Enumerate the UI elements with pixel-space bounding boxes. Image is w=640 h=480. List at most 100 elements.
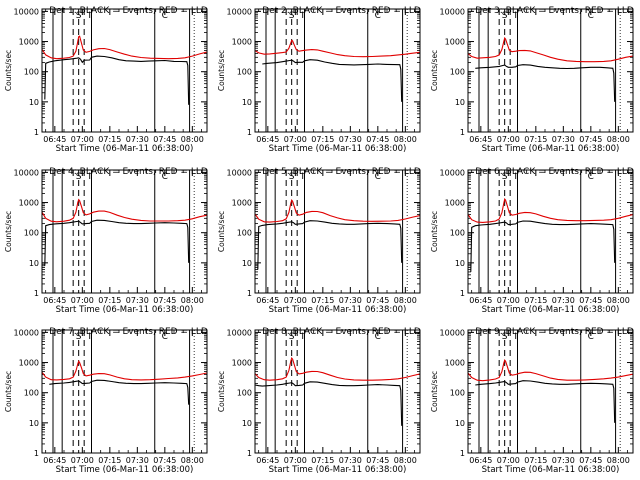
series-line-lld	[468, 359, 633, 382]
x-tick-label: 07:00	[284, 135, 307, 144]
plot-frame	[41, 169, 208, 294]
panel-det-5: Det 5: BLACK = Events, RED = LLDCounts/s…	[217, 167, 421, 315]
series-group	[42, 198, 207, 266]
plot-frame	[467, 169, 634, 294]
y-tick-label: 1	[247, 128, 252, 137]
interval-marker-i: I	[88, 332, 91, 342]
x-tick-label: 08:00	[607, 135, 630, 144]
x-axis-title: Start Time (06-Mar-11 06:38:00)	[482, 305, 620, 315]
panel-det-1: Det 1: BLACK = Events, RED = LLDCounts/s…	[4, 6, 208, 154]
interval-marker-s: S	[76, 11, 82, 21]
y-tick-label: 10	[455, 98, 465, 107]
y-axis-label: Counts/sec	[4, 211, 13, 252]
panel-det-6: Det 6: BLACK = Events, RED = LLDCounts/s…	[430, 167, 634, 315]
x-tick-label: 07:15	[524, 296, 547, 305]
y-tick-label: 10	[455, 259, 465, 268]
x-axis-title: Start Time (06-Mar-11 06:38:00)	[269, 144, 407, 154]
x-tick-label: 06:45	[43, 456, 66, 465]
y-tick-label: 10000	[14, 7, 39, 16]
y-tick-label: 1000	[445, 38, 465, 47]
x-axis-title: Start Time (06-Mar-11 06:38:00)	[269, 305, 407, 315]
y-axis-label: Counts/sec	[4, 50, 13, 91]
y-tick-label: 100	[450, 389, 465, 398]
panel-det-7: Det 7: BLACK = Events, RED = LLDCounts/s…	[4, 327, 208, 475]
x-tick-label: 07:45	[366, 296, 389, 305]
interval-marker-s: S	[76, 172, 82, 182]
x-axis-title: Start Time (06-Mar-11 06:38:00)	[56, 144, 194, 154]
series-line-lld	[468, 36, 633, 63]
series-group	[468, 197, 633, 272]
interval-marker-s: S	[502, 332, 508, 342]
y-tick-label: 100	[237, 229, 252, 238]
interval-marker-i: I	[88, 11, 91, 21]
y-tick-label: 1	[34, 289, 39, 298]
interval-marker-s: S	[502, 11, 508, 21]
interval-marker-i: I	[514, 172, 517, 182]
y-tick-label: 1	[460, 128, 465, 137]
interval-marker-i: I	[514, 11, 517, 21]
x-tick-label: 07:45	[579, 296, 602, 305]
y-tick-label: 100	[237, 389, 252, 398]
x-tick-label: 08:00	[394, 296, 417, 305]
y-tick-label: 1000	[19, 199, 39, 208]
x-tick-label: 07:15	[524, 456, 547, 465]
y-tick-label: 1000	[445, 199, 465, 208]
series-group	[468, 36, 633, 102]
series-group	[255, 39, 420, 102]
x-tick-label: 08:00	[181, 135, 204, 144]
series-line-events	[44, 219, 190, 266]
interval-marker-c: C	[162, 332, 168, 342]
plot-frame	[254, 169, 421, 294]
y-tick-label: 10	[29, 98, 39, 107]
series-line-events	[262, 59, 403, 102]
x-tick-label: 07:30	[552, 296, 575, 305]
interval-marker-i: I	[514, 332, 517, 342]
x-tick-label: 07:30	[339, 135, 362, 144]
y-axis-label: Counts/sec	[217, 50, 226, 91]
y-axis-label: Counts/sec	[430, 211, 439, 252]
interval-marker-s: S	[289, 332, 295, 342]
series-line-lld	[468, 197, 633, 223]
interval-marker-s: S	[76, 332, 82, 342]
y-tick-label: 1	[247, 289, 252, 298]
y-tick-label: 1000	[445, 359, 465, 368]
plot-frame	[467, 8, 634, 133]
x-tick-label: 07:30	[339, 296, 362, 305]
y-tick-label: 10	[29, 419, 39, 428]
y-tick-label: 10	[29, 259, 39, 268]
x-tick-label: 07:15	[311, 296, 334, 305]
x-tick-label: 07:00	[284, 456, 307, 465]
interval-marker-c: C	[588, 11, 594, 21]
x-tick-label: 07:00	[497, 296, 520, 305]
x-axis-title: Start Time (06-Mar-11 06:38:00)	[482, 465, 620, 475]
interval-marker-c: C	[375, 11, 381, 21]
x-tick-label: 07:30	[339, 456, 362, 465]
interval-marker-c: C	[375, 332, 381, 342]
interval-marker-c: C	[588, 332, 594, 342]
interval-marker-s: S	[289, 172, 295, 182]
panel-det-2: Det 2: BLACK = Events, RED = LLDCounts/s…	[217, 6, 421, 154]
y-tick-label: 1	[247, 449, 252, 458]
series-group	[255, 356, 420, 426]
x-tick-label: 07:15	[98, 296, 121, 305]
panel-det-8: Det 8: BLACK = Events, RED = LLDCounts/s…	[217, 327, 421, 475]
y-tick-label: 1000	[232, 359, 252, 368]
y-tick-label: 100	[450, 68, 465, 77]
series-group	[42, 35, 207, 105]
series-line-events	[475, 64, 616, 102]
x-tick-label: 07:45	[153, 456, 176, 465]
x-tick-label: 06:45	[469, 135, 492, 144]
x-tick-label: 07:00	[284, 296, 307, 305]
x-tick-label: 07:00	[71, 296, 94, 305]
y-axis-label: Counts/sec	[4, 371, 13, 412]
x-tick-label: 06:45	[469, 296, 492, 305]
y-tick-label: 1	[460, 449, 465, 458]
y-tick-label: 10	[455, 419, 465, 428]
y-tick-label: 10000	[14, 328, 39, 337]
y-tick-label: 10000	[227, 328, 252, 337]
interval-marker-c: C	[162, 172, 168, 182]
x-tick-label: 08:00	[394, 456, 417, 465]
y-tick-label: 100	[237, 68, 252, 77]
series-line-events	[255, 381, 403, 426]
